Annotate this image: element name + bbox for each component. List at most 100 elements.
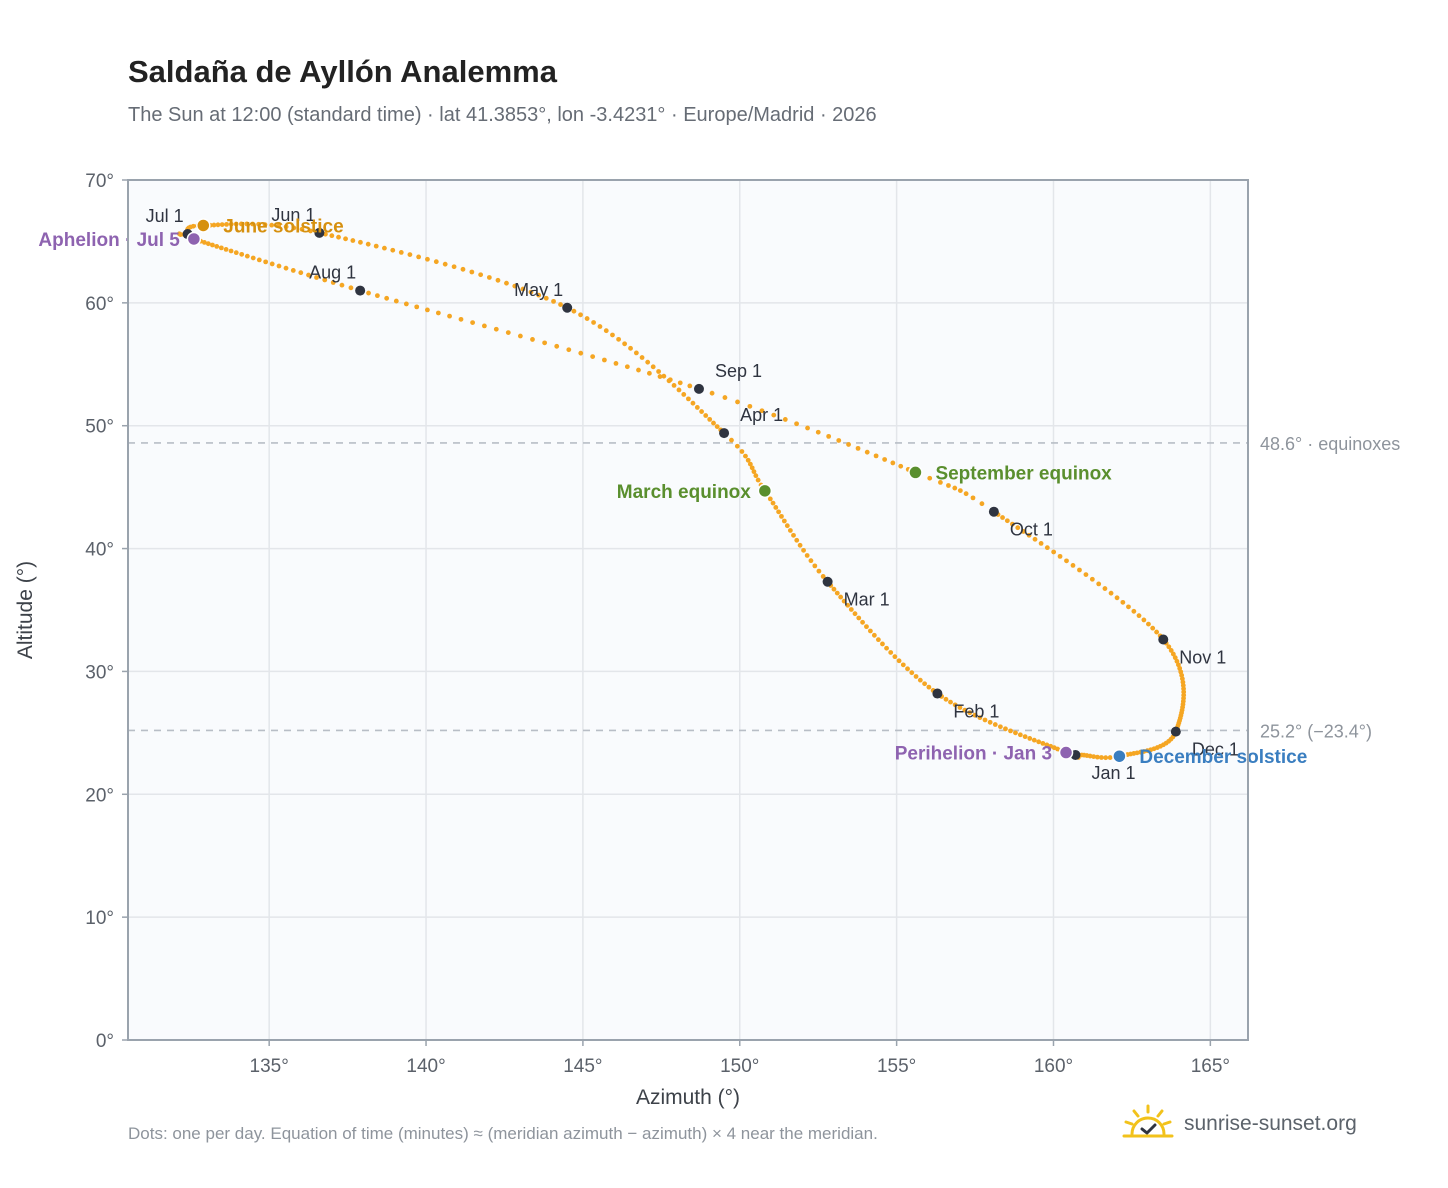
day-dot xyxy=(1026,532,1032,538)
day-dot xyxy=(215,222,221,228)
event-marker xyxy=(186,231,202,247)
day-dot xyxy=(882,457,888,462)
day-dot xyxy=(676,387,682,393)
day-dot xyxy=(977,715,983,721)
day-dot xyxy=(845,602,851,608)
day-dot xyxy=(1031,737,1037,743)
month-marker xyxy=(562,302,573,313)
day-dot xyxy=(1095,754,1100,760)
day-dot xyxy=(1126,604,1131,610)
y-tick-label: 60° xyxy=(85,294,114,315)
x-tick-label: 135° xyxy=(250,1056,289,1077)
day-dot xyxy=(244,253,250,259)
day-dot xyxy=(308,228,313,234)
day-dot xyxy=(470,320,476,325)
day-dot xyxy=(892,654,898,660)
day-dot xyxy=(856,615,862,621)
day-dot xyxy=(178,232,183,237)
month-label: Jun 1 xyxy=(271,205,315,225)
footnote: Dots: one per day. Equation of time (min… xyxy=(128,1124,878,1143)
day-dot xyxy=(694,405,700,410)
x-tick-label: 165° xyxy=(1191,1056,1230,1077)
day-dot xyxy=(298,270,304,276)
day-dot xyxy=(782,417,788,422)
day-dot xyxy=(970,495,976,501)
day-dot xyxy=(645,359,651,365)
day-dot xyxy=(784,523,790,529)
day-dot xyxy=(330,280,336,285)
day-dot xyxy=(520,286,526,292)
day-dot xyxy=(681,392,687,397)
grid-lines xyxy=(128,180,1248,1040)
reference-line-label: 48.6° · equinoxes xyxy=(1260,434,1400,454)
day-dot xyxy=(987,719,993,725)
day-dot xyxy=(358,239,363,245)
day-dot xyxy=(836,438,842,443)
day-dot xyxy=(1038,541,1044,546)
day-dot xyxy=(322,277,328,283)
day-dot xyxy=(779,513,784,519)
day-dot xyxy=(442,261,448,267)
day-dot xyxy=(1099,755,1104,760)
axis-ticks: 135° 140° 145° 150° 155° 160° 165° 0° 10° 20° 30° 4… xyxy=(85,171,1230,1077)
day-dot xyxy=(233,221,239,227)
day-dot xyxy=(735,399,740,405)
event-label: September equinox xyxy=(935,463,1112,484)
day-dot xyxy=(957,705,963,710)
day-dot xyxy=(816,568,822,574)
day-dot xyxy=(997,724,1003,730)
chart-subtitle: The Sun at 12:00 (standard time) · lat 4… xyxy=(128,104,877,126)
day-dot xyxy=(228,221,234,227)
day-dot xyxy=(709,390,715,396)
day-dot xyxy=(390,247,396,253)
day-dot xyxy=(992,722,998,727)
event-markers: March equinox September equinox June solst… xyxy=(38,216,1307,768)
day-dot xyxy=(210,242,215,248)
day-dot xyxy=(1120,599,1126,605)
day-dot xyxy=(873,453,879,459)
day-dot xyxy=(860,619,865,625)
day-dot xyxy=(686,396,691,402)
day-dot xyxy=(952,702,958,708)
y-tick-label: 50° xyxy=(85,417,114,438)
day-dot xyxy=(1008,728,1013,734)
day-dot xyxy=(1166,644,1172,650)
day-dot xyxy=(407,252,413,258)
day-dot xyxy=(677,380,683,386)
day-dot xyxy=(943,696,949,702)
day-dot xyxy=(690,400,696,406)
day-dot xyxy=(597,324,603,329)
brand-logo[interactable]: sunrise-sunset.org xyxy=(1120,1102,1357,1146)
day-dot xyxy=(896,658,902,664)
day-dot xyxy=(517,333,523,339)
month-label: Dec 1 xyxy=(1192,740,1239,760)
day-dot xyxy=(451,264,457,270)
day-dot xyxy=(751,469,757,475)
day-dot xyxy=(1004,518,1010,524)
day-dot xyxy=(591,320,596,325)
day-dot xyxy=(291,225,297,231)
day-dot xyxy=(900,662,906,668)
day-dot xyxy=(707,416,713,422)
day-dot xyxy=(551,298,556,304)
month-label: Nov 1 xyxy=(1179,647,1226,667)
day-dot xyxy=(283,224,289,230)
day-dot xyxy=(425,307,430,313)
day-dot xyxy=(458,316,464,322)
day-dot xyxy=(948,699,953,705)
day-dot xyxy=(1154,629,1160,635)
day-dot xyxy=(366,290,371,296)
day-dot xyxy=(276,223,282,229)
day-dot xyxy=(528,289,534,295)
month-marker xyxy=(932,688,943,699)
day-dot xyxy=(838,594,844,600)
day-dot xyxy=(909,670,915,676)
day-dot xyxy=(382,245,387,251)
y-tick-label: 10° xyxy=(85,908,114,929)
event-label: March equinox xyxy=(617,482,752,503)
day-dot xyxy=(794,537,800,543)
y-tick-label: 30° xyxy=(85,662,114,683)
day-dot xyxy=(601,357,607,363)
day-dot xyxy=(711,420,716,426)
day-dot xyxy=(433,259,439,265)
